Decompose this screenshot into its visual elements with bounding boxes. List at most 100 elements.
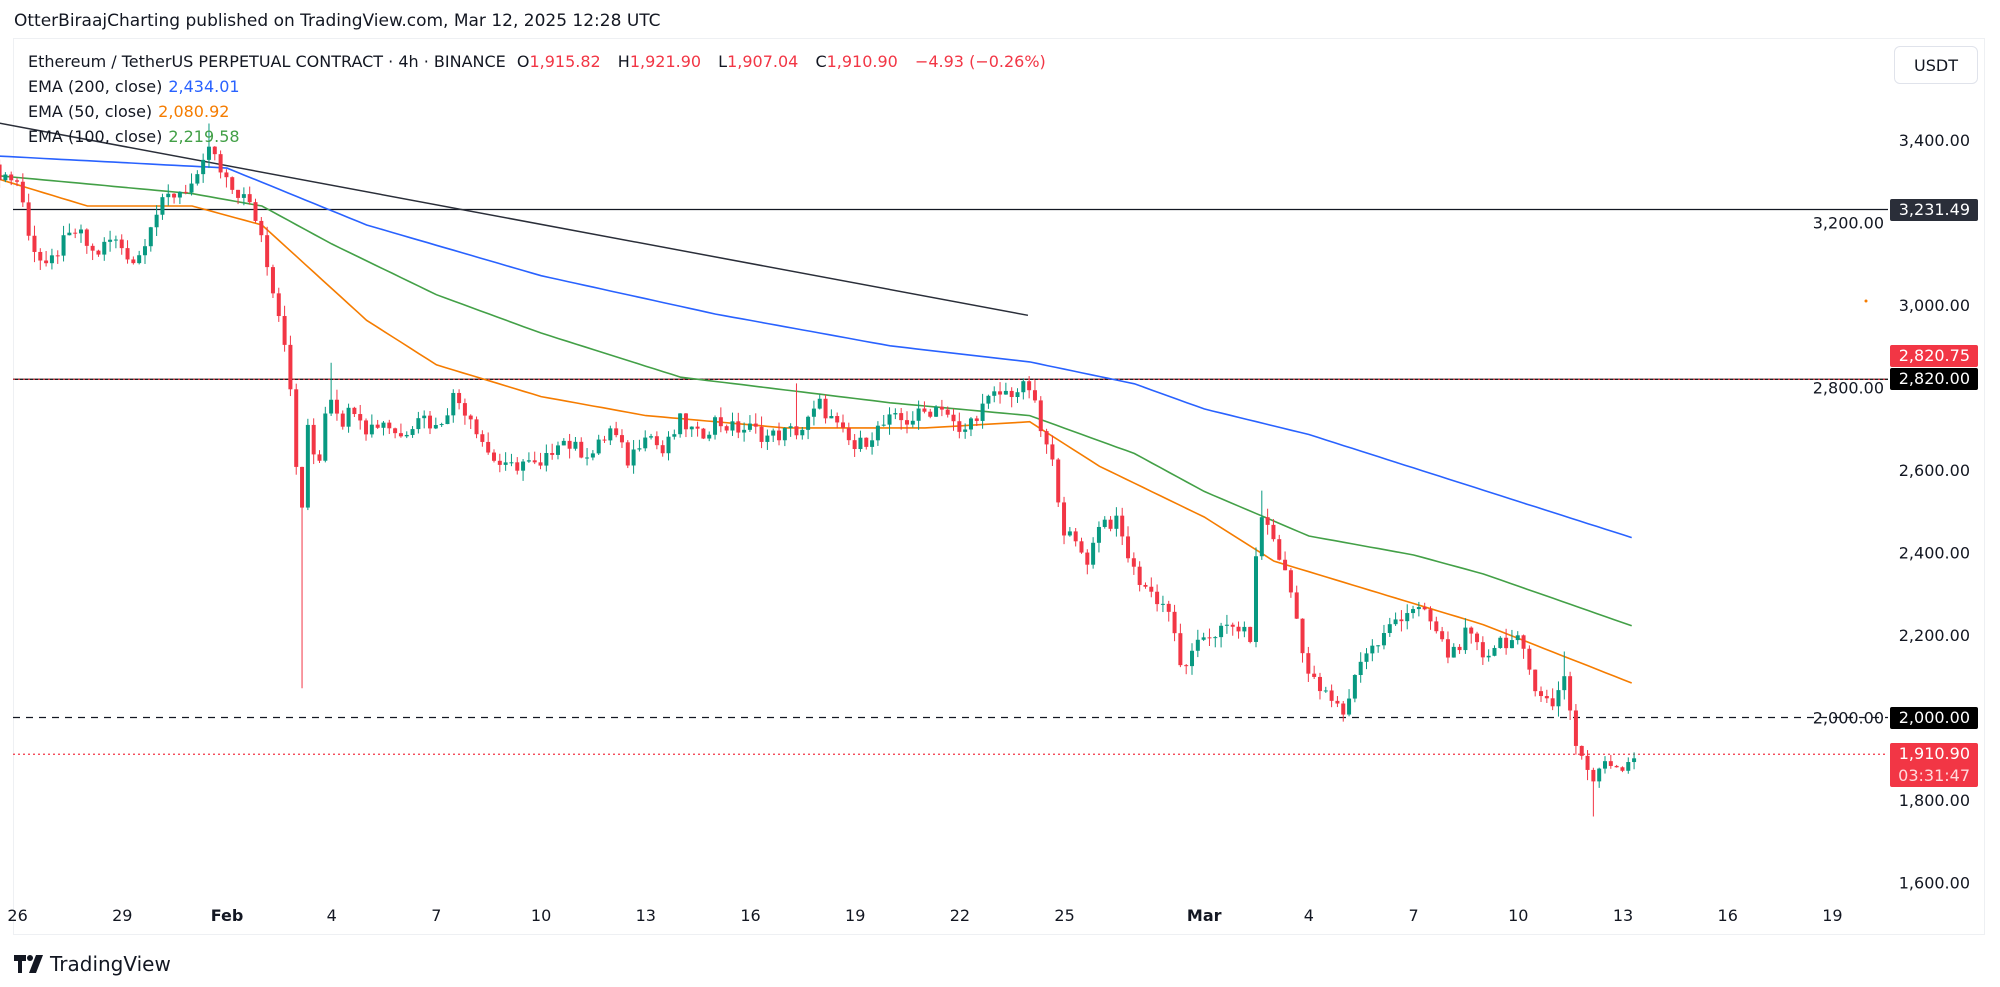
ema100-legend[interactable]: EMA (100, close) 2,219.58 bbox=[28, 127, 246, 146]
candle-body bbox=[1469, 627, 1474, 634]
candle bbox=[410, 426, 415, 438]
candle bbox=[1626, 757, 1631, 774]
candle bbox=[0, 159, 2, 189]
candle-body bbox=[1015, 392, 1020, 398]
candle bbox=[1300, 618, 1305, 663]
candle bbox=[1242, 621, 1247, 638]
candle bbox=[369, 414, 374, 438]
candle-body bbox=[1399, 619, 1404, 622]
candle-body bbox=[439, 424, 444, 426]
candle bbox=[1207, 628, 1212, 646]
candle-body bbox=[695, 426, 700, 429]
candle bbox=[823, 394, 828, 424]
candle bbox=[90, 243, 95, 261]
candle-body bbox=[730, 421, 735, 431]
candle bbox=[445, 408, 450, 425]
tradingview-logo[interactable]: TradingView bbox=[14, 952, 171, 976]
ema50-legend[interactable]: EMA (50, close) 2,080.92 bbox=[28, 102, 235, 121]
x-axis-tick-label: 19 bbox=[1822, 906, 1842, 925]
candle bbox=[474, 416, 479, 439]
candle-body bbox=[509, 462, 514, 464]
candle bbox=[1341, 700, 1346, 722]
candle-body bbox=[375, 424, 380, 428]
candle bbox=[1597, 767, 1602, 788]
candle-body bbox=[1434, 621, 1439, 632]
candle bbox=[899, 407, 904, 430]
candle bbox=[1370, 639, 1375, 662]
candle bbox=[555, 441, 560, 460]
candle bbox=[1306, 646, 1311, 682]
candle bbox=[619, 429, 624, 448]
candle-body bbox=[1632, 758, 1637, 763]
candle bbox=[1253, 547, 1258, 648]
chart-frame bbox=[13, 38, 1985, 935]
candle bbox=[1579, 745, 1584, 760]
candle bbox=[491, 449, 496, 463]
candle-body bbox=[1614, 765, 1619, 768]
candle bbox=[910, 411, 915, 428]
x-axis-tick-label: 10 bbox=[1508, 906, 1528, 925]
candle-body bbox=[381, 422, 386, 428]
candle bbox=[311, 418, 316, 465]
candle-body bbox=[404, 434, 409, 437]
candle-body bbox=[1568, 676, 1573, 711]
candle-body bbox=[1155, 591, 1160, 605]
high-value: 1,921.90 bbox=[629, 52, 702, 71]
candle bbox=[131, 256, 136, 265]
y-axis-tick-label: 2,200.00 bbox=[1899, 626, 1970, 645]
candle bbox=[1457, 644, 1462, 654]
candle-body bbox=[119, 239, 124, 249]
candle bbox=[300, 466, 305, 689]
candle bbox=[1294, 585, 1299, 619]
ema-line-50 bbox=[0, 178, 1632, 684]
ohlc-low: L1,907.04 bbox=[718, 52, 804, 71]
ema200-legend[interactable]: EMA (200, close) 2,434.01 bbox=[28, 77, 246, 96]
candle-body bbox=[1091, 542, 1096, 565]
price-tag-200000-text: 2,000.00 bbox=[1898, 707, 1970, 727]
x-axis-tick-label: 16 bbox=[740, 906, 760, 925]
candle bbox=[567, 433, 572, 459]
candle bbox=[736, 412, 741, 439]
candle bbox=[323, 406, 328, 463]
currency-button[interactable]: USDT bbox=[1894, 46, 1978, 84]
candle bbox=[160, 193, 165, 220]
x-axis-tick-label: 16 bbox=[1718, 906, 1738, 925]
candle bbox=[270, 264, 275, 299]
candle-body bbox=[800, 429, 805, 436]
candle bbox=[1329, 684, 1334, 708]
candle-body bbox=[206, 146, 211, 160]
candle bbox=[817, 394, 822, 410]
candle bbox=[1265, 508, 1270, 535]
candle bbox=[742, 422, 747, 442]
candle bbox=[1213, 636, 1218, 648]
candle bbox=[422, 410, 427, 429]
candle bbox=[1126, 526, 1131, 563]
candle-body bbox=[887, 414, 892, 425]
candle-body bbox=[1044, 431, 1049, 445]
candle bbox=[1073, 527, 1078, 547]
candle-body bbox=[1236, 626, 1241, 632]
candle-body bbox=[1166, 603, 1171, 612]
candle-body bbox=[172, 193, 177, 198]
candle bbox=[649, 433, 654, 440]
candle bbox=[893, 408, 898, 420]
candle-body bbox=[1265, 517, 1270, 525]
candle bbox=[713, 415, 718, 440]
x-axis-tick-label: 4 bbox=[327, 906, 337, 925]
candle bbox=[317, 450, 322, 463]
candle bbox=[707, 431, 712, 442]
candle bbox=[195, 170, 200, 186]
candle bbox=[782, 427, 787, 447]
candle-body bbox=[445, 415, 450, 425]
candle bbox=[864, 437, 869, 450]
candle bbox=[1422, 602, 1427, 611]
candle-body bbox=[1329, 690, 1334, 701]
candle-body bbox=[771, 430, 776, 436]
candle bbox=[1062, 496, 1067, 545]
candle-body bbox=[1504, 637, 1509, 649]
candle-body bbox=[79, 229, 84, 234]
candle-body bbox=[398, 433, 403, 437]
candle-body bbox=[1021, 381, 1026, 393]
candle-body bbox=[683, 413, 688, 430]
